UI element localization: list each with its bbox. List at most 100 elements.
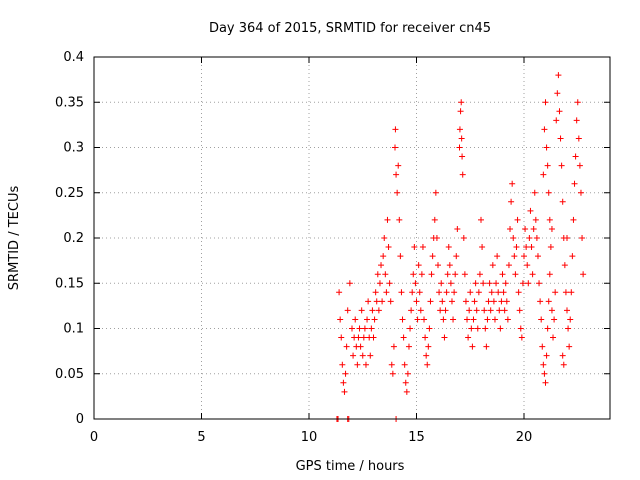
- data-point: [516, 307, 523, 314]
- data-points: [333, 72, 587, 422]
- data-point: [365, 298, 372, 305]
- data-point: [447, 280, 454, 287]
- data-point: [368, 325, 375, 332]
- data-point: [425, 343, 432, 350]
- data-point: [456, 144, 463, 151]
- data-point: [371, 316, 378, 323]
- data-point: [382, 271, 389, 278]
- data-point: [386, 280, 393, 287]
- data-point: [532, 216, 539, 223]
- data-point: [367, 352, 374, 359]
- data-point: [517, 325, 524, 332]
- data-point: [530, 225, 537, 232]
- data-point: [356, 325, 363, 332]
- data-point: [385, 244, 392, 251]
- data-point: [435, 262, 441, 269]
- data-point: [580, 271, 587, 278]
- data-point: [387, 298, 394, 305]
- data-point: [508, 198, 515, 205]
- data-point: [361, 325, 368, 332]
- data-point: [375, 307, 382, 314]
- data-point: [528, 244, 535, 251]
- data-point: [403, 388, 410, 395]
- data-point: [439, 298, 446, 305]
- data-point: [432, 189, 439, 196]
- data-point: [519, 280, 526, 287]
- data-point: [466, 307, 473, 314]
- data-point: [493, 280, 500, 287]
- data-point: [547, 244, 554, 251]
- data-point: [496, 307, 503, 314]
- data-point: [414, 316, 421, 323]
- data-point: [485, 298, 492, 305]
- data-point: [570, 216, 577, 223]
- data-point: [545, 298, 552, 305]
- data-point: [459, 153, 466, 160]
- x-tick-label: 10: [301, 430, 318, 445]
- y-tick-label: 0.25: [55, 186, 84, 201]
- data-point: [553, 117, 560, 124]
- y-tick-label: 0.05: [55, 367, 84, 382]
- data-point: [510, 235, 517, 241]
- data-point: [476, 271, 483, 278]
- data-point: [462, 298, 469, 305]
- data-point: [577, 189, 584, 196]
- data-point: [450, 316, 457, 323]
- data-point: [544, 162, 551, 169]
- data-point: [540, 361, 547, 368]
- data-point: [421, 316, 428, 323]
- data-point: [546, 216, 553, 223]
- data-point: [558, 162, 565, 169]
- data-point: [559, 352, 566, 359]
- y-tick-label: 0.15: [55, 276, 84, 291]
- data-point: [445, 244, 452, 251]
- data-point: [503, 298, 510, 305]
- data-point: [469, 343, 476, 350]
- data-point: [568, 289, 575, 296]
- data-point: [567, 316, 574, 323]
- data-point: [538, 316, 545, 323]
- data-point: [497, 325, 504, 332]
- data-point: [522, 225, 529, 232]
- data-point: [541, 126, 548, 133]
- data-point: [529, 271, 536, 278]
- data-point: [438, 280, 445, 287]
- data-point: [575, 135, 582, 142]
- x-tick-label: 0: [90, 430, 98, 445]
- data-point: [512, 271, 519, 278]
- data-point: [404, 370, 411, 377]
- data-point: [515, 289, 522, 296]
- data-point: [396, 216, 403, 223]
- data-point: [484, 316, 491, 323]
- grid-lines: [94, 57, 610, 419]
- data-point: [525, 280, 532, 287]
- y-tick-label: 0.35: [55, 95, 84, 110]
- data-point: [498, 298, 505, 305]
- data-point: [459, 171, 466, 178]
- data-point: [505, 262, 512, 269]
- data-point: [436, 289, 443, 296]
- data-point: [550, 334, 557, 341]
- data-point: [573, 117, 580, 124]
- data-point: [490, 298, 497, 305]
- data-point: [548, 307, 555, 314]
- data-point: [540, 171, 547, 178]
- data-point: [471, 298, 478, 305]
- data-point: [564, 307, 570, 314]
- data-point: [526, 235, 533, 241]
- data-point: [388, 361, 395, 368]
- data-point: [429, 253, 436, 260]
- data-point: [560, 361, 567, 368]
- data-point: [454, 225, 461, 232]
- data-point: [411, 244, 418, 251]
- data-point: [523, 244, 530, 251]
- data-point: [487, 307, 494, 314]
- y-tick-label: 0.1: [63, 322, 84, 337]
- data-point: [443, 289, 450, 296]
- axis-ticks: 0 0.05 0.1 0.15 0.2 0.25 0.3 0.35 0.4 0 5 10 15 20: [55, 50, 610, 445]
- data-point: [440, 316, 447, 323]
- data-point: [418, 271, 425, 278]
- data-point: [343, 343, 350, 350]
- data-point: [473, 307, 480, 314]
